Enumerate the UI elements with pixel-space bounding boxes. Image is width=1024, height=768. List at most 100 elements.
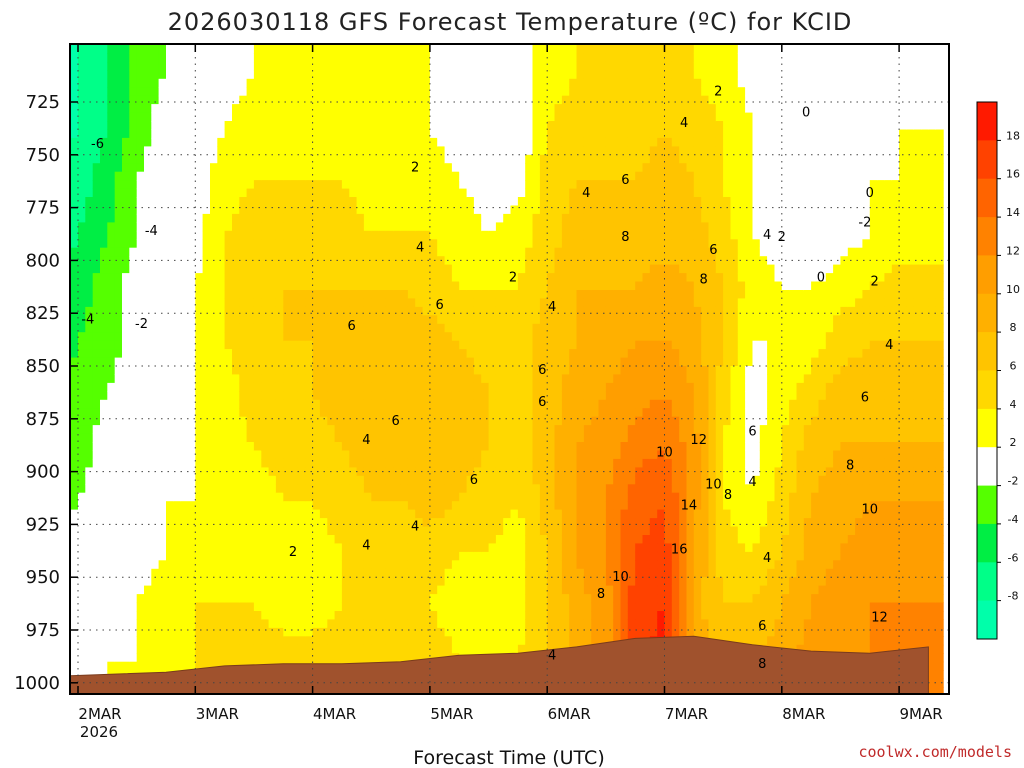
temp-cell — [158, 467, 167, 477]
temp-cell — [312, 264, 321, 274]
temp-cell — [188, 247, 196, 257]
temp-cell — [122, 636, 130, 646]
temp-cell — [180, 543, 189, 553]
temp-cell — [114, 551, 123, 561]
temp-cell — [451, 87, 460, 97]
temp-cell — [283, 104, 292, 114]
temp-cell — [444, 518, 453, 528]
temp-cell — [459, 501, 468, 511]
temp-cell — [202, 349, 211, 359]
temp-cell — [180, 509, 189, 519]
temp-cell — [503, 560, 512, 570]
temp-cell — [144, 129, 152, 139]
temp-cell — [49, 332, 57, 341]
temp-cell — [261, 357, 270, 367]
temp-cell — [283, 627, 292, 637]
temp-cell — [78, 374, 86, 384]
temp-cell — [114, 230, 123, 240]
temp-cell — [393, 535, 402, 544]
temp-cell — [275, 197, 284, 206]
temp-cell — [283, 239, 292, 249]
temp-cell — [188, 70, 196, 80]
temp-cell — [85, 433, 94, 443]
temp-cell — [129, 526, 138, 536]
temp-cell — [158, 95, 167, 105]
temp-cell — [422, 475, 431, 485]
temp-cell — [210, 602, 218, 612]
temp-cell — [319, 442, 328, 451]
temp-cell — [393, 171, 402, 181]
temp-cell — [275, 602, 284, 612]
temp-cell — [158, 121, 167, 130]
temp-cell — [180, 450, 189, 460]
temp-cell — [371, 518, 380, 528]
temp-cell — [495, 602, 504, 612]
temp-cell — [114, 306, 123, 316]
temp-cell — [100, 53, 108, 63]
temp-cell — [312, 501, 321, 511]
temp-cell — [473, 594, 482, 604]
temp-cell — [129, 281, 138, 291]
temp-cell — [136, 458, 145, 468]
temp-cell — [473, 87, 482, 97]
temp-cell — [180, 526, 189, 536]
temp-cell — [224, 425, 233, 435]
temp-cell — [422, 112, 431, 122]
temp-cell — [78, 78, 86, 88]
temp-cell — [407, 298, 416, 308]
temp-cell — [239, 374, 248, 384]
temp-cell — [444, 53, 453, 63]
temp-cell — [378, 492, 387, 502]
temp-cell — [107, 349, 116, 359]
temp-cell — [437, 146, 446, 156]
temp-cell — [261, 129, 270, 139]
temp-cell — [158, 188, 167, 198]
temp-cell — [166, 475, 174, 485]
temp-cell — [400, 425, 409, 435]
temp-cell — [158, 332, 167, 342]
temp-cell — [495, 357, 504, 367]
temp-cell — [473, 61, 482, 71]
temp-cell — [41, 594, 49, 603]
temp-cell — [195, 264, 204, 274]
temp-cell — [100, 644, 108, 654]
temp-cell — [312, 87, 321, 97]
temp-cell — [158, 492, 167, 502]
temp-cell — [283, 298, 292, 308]
temp-cell — [224, 416, 233, 426]
temp-cell — [173, 256, 182, 266]
temp-cell — [180, 425, 189, 435]
temp-cell — [312, 188, 321, 198]
temp-cell — [129, 213, 138, 223]
temp-cell — [466, 602, 475, 612]
temp-cell — [158, 222, 167, 232]
temp-cell — [488, 577, 497, 587]
temp-cell — [239, 95, 248, 105]
temp-cell — [356, 154, 365, 164]
temp-cell — [444, 416, 453, 426]
temp-cell — [415, 45, 424, 54]
temp-cell — [459, 239, 468, 249]
temp-cell — [437, 475, 446, 485]
temp-cell — [166, 323, 174, 333]
temp-cell — [136, 366, 145, 375]
temp-cell — [34, 324, 42, 333]
temp-cell — [459, 332, 468, 342]
temp-cell — [180, 61, 189, 71]
temp-cell — [232, 154, 240, 164]
temp-cell — [283, 129, 292, 139]
temp-cell — [290, 458, 299, 468]
temp-cell — [349, 475, 358, 485]
temp-cell — [319, 239, 328, 249]
temp-cell — [151, 332, 160, 342]
temp-cell — [349, 273, 358, 283]
temp-cell — [444, 112, 453, 122]
temp-cell — [166, 619, 174, 629]
temp-cell — [327, 374, 336, 384]
temp-cell — [78, 273, 86, 283]
temp-cell — [415, 509, 424, 519]
temp-cell — [246, 644, 255, 654]
temp-cell — [188, 61, 196, 71]
temp-cell — [488, 247, 497, 257]
temp-cell — [363, 408, 372, 418]
